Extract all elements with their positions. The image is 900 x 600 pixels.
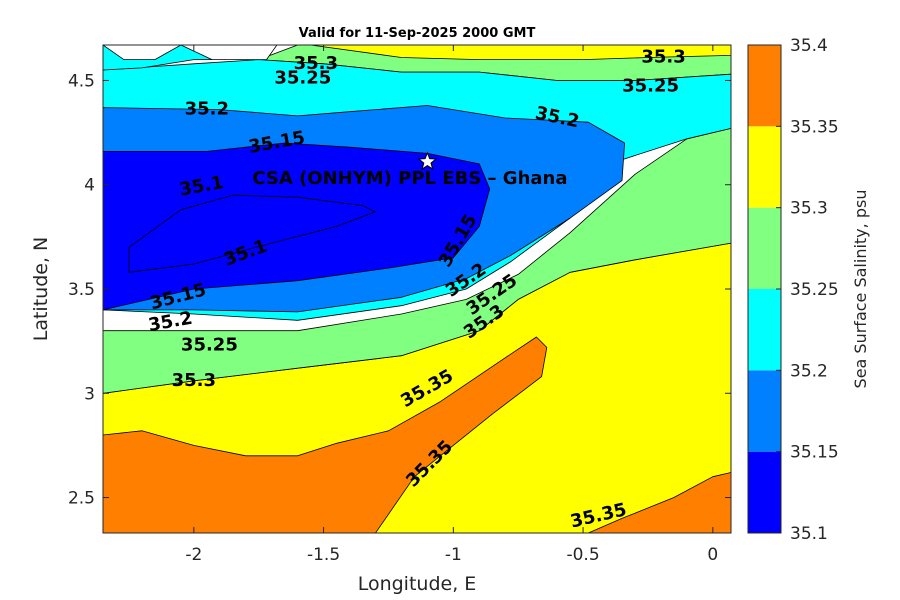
contour-region-35-35 (587, 472, 731, 533)
y-tick-label: 2.5 (68, 489, 95, 509)
colorbar-tick-label: 35.25 (790, 280, 839, 300)
contour-region-35-3 (310, 45, 731, 60)
x-tick-label: -0.5 (566, 545, 599, 565)
colorbar-swatch (748, 126, 781, 208)
colorbar-swatch (748, 45, 781, 127)
colorbar: 35.1 35.15 35.2 35.25 35.3 35.35 35.4 (747, 36, 839, 544)
y-axis-ticks: 2.5 3 3.5 4 4.5 (68, 71, 731, 509)
colorbar-tick-label: 35.3 (790, 199, 828, 219)
site-label: CSA (ONHYM) PPL EBS – Ghana (252, 168, 567, 189)
colorbar-title: Sea Surface Salinity, psu (851, 190, 870, 389)
contour-label: 35.2 (185, 99, 229, 120)
contour-label: 35.25 (622, 76, 679, 97)
chart-title: Valid for 11-Sep-2025 2000 GMT (299, 26, 536, 41)
site-star-icon (417, 151, 438, 171)
x-tick-label: -1 (445, 545, 462, 565)
contour-region-35-15 (103, 45, 278, 60)
contour-label: 35.25 (181, 334, 238, 355)
colorbar-swatch (748, 289, 781, 371)
x-tick-label: -1.5 (307, 545, 340, 565)
contour-label: 35.3 (641, 47, 685, 68)
colorbar-swatch (748, 207, 781, 289)
contour-region-35-25 (103, 127, 731, 394)
colorbar-tick-label: 35.35 (790, 117, 839, 137)
colorbar-tick-label: 35.4 (790, 36, 828, 56)
contour-label: 35.25 (274, 67, 331, 88)
colorbar-tick-label: 35.1 (790, 524, 828, 544)
x-axis-ticks: -2 -1.5 -1 -0.5 0 (185, 45, 718, 565)
colorbar-tick-label: 35.15 (790, 443, 839, 463)
contour-region-35-1 (128, 194, 376, 273)
contour-region-35-35 (103, 336, 548, 533)
y-axis-title: Latitude, N (30, 237, 52, 342)
colorbar-swatch (748, 370, 781, 452)
colorbar-swatch (748, 451, 781, 533)
x-tick-label: -2 (185, 545, 202, 565)
site-marker: CSA (ONHYM) PPL EBS – Ghana (252, 151, 568, 189)
contour-fills (103, 45, 731, 533)
y-tick-label: 4.5 (68, 71, 95, 91)
x-tick-label: 0 (707, 545, 718, 565)
contour-label: 35.3 (294, 53, 338, 74)
colorbar-tick-label: 35.2 (790, 361, 828, 381)
y-tick-label: 3 (84, 384, 95, 404)
y-tick-label: 3.5 (68, 280, 95, 300)
y-tick-label: 4 (84, 176, 95, 196)
contour-label: 35.3 (172, 370, 216, 391)
x-axis-title: Longitude, E (358, 573, 477, 595)
